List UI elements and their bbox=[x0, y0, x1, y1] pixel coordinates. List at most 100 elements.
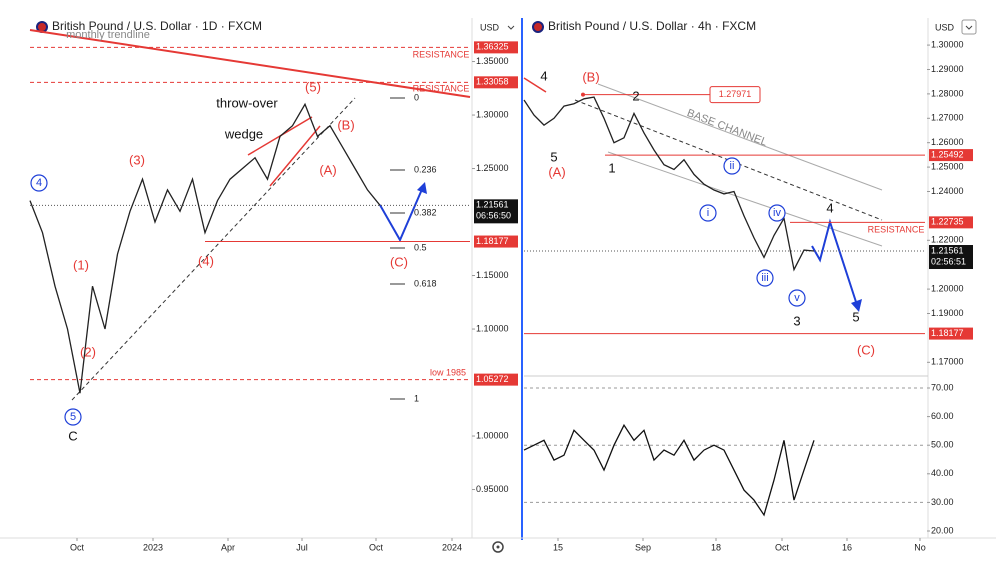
channel-line bbox=[597, 83, 883, 191]
wave-label: RESISTANCE bbox=[868, 224, 925, 234]
x-tick-label: Sep bbox=[635, 542, 651, 552]
x-tick-label: 18 bbox=[711, 542, 721, 552]
arrow-head bbox=[417, 182, 427, 194]
wave-label: (1) bbox=[73, 257, 89, 272]
y-tick-label: 1.25000 bbox=[931, 161, 964, 171]
y-tick-label: 1.30000 bbox=[476, 109, 509, 119]
wave-label: 4 bbox=[36, 177, 42, 189]
y-tick-label: 70.00 bbox=[931, 382, 954, 392]
y-tick-label: 1.00000 bbox=[476, 430, 509, 440]
wave-circle bbox=[64, 408, 82, 426]
arrow-head bbox=[851, 299, 862, 312]
y-tick-label: 1.29000 bbox=[931, 64, 964, 74]
wave-label: 3 bbox=[793, 313, 800, 328]
wave-label: monthly trendline bbox=[66, 29, 150, 41]
wave-circle bbox=[768, 204, 786, 222]
x-tick-label: Jul bbox=[296, 542, 308, 552]
wave-label: 5 bbox=[550, 149, 557, 164]
wave-label: (5) bbox=[305, 79, 321, 94]
wave-label: (B) bbox=[337, 117, 354, 132]
price-line bbox=[523, 423, 815, 517]
wave-label: 4 bbox=[826, 200, 833, 215]
wave-label: iv bbox=[773, 207, 781, 219]
price-label: 1.25492 bbox=[931, 149, 964, 159]
wave-label: RESISTANCE bbox=[413, 83, 470, 93]
fib-label: 0.382 bbox=[414, 207, 437, 217]
wave-label: v bbox=[794, 292, 800, 304]
y-tick-label: 1.30000 bbox=[931, 39, 964, 49]
wave-label: wedge bbox=[224, 126, 263, 141]
y-tick-label: 1.15000 bbox=[476, 270, 509, 280]
price-line bbox=[29, 102, 381, 394]
wave-label: (B) bbox=[582, 69, 599, 84]
y-tick-label: 1.19000 bbox=[931, 308, 964, 318]
countdown-label: 02:56:51 bbox=[931, 256, 966, 266]
y-tick-label: 60.00 bbox=[931, 411, 954, 421]
price-label-box bbox=[929, 149, 973, 162]
fib-label: 0.236 bbox=[414, 164, 437, 174]
wave-label: (A) bbox=[319, 162, 336, 177]
wave-label: (A) bbox=[548, 164, 565, 179]
price-label: 1.05272 bbox=[476, 374, 509, 384]
wave-circle bbox=[723, 157, 741, 175]
price-label: 1.18177 bbox=[931, 328, 964, 338]
wave-circle bbox=[756, 269, 774, 287]
price-label-box bbox=[474, 235, 518, 248]
flag-icon bbox=[532, 21, 544, 33]
y-tick-label: 40.00 bbox=[931, 468, 954, 478]
y-tick-label: 1.35000 bbox=[476, 56, 509, 66]
wave-label: iii bbox=[761, 272, 768, 284]
y-tick-label: 1.28000 bbox=[931, 88, 964, 98]
chevron[interactable] bbox=[507, 25, 973, 30]
level-label-box bbox=[709, 86, 761, 104]
wave-label: 5 bbox=[852, 309, 859, 324]
gear-icon[interactable] bbox=[492, 541, 504, 553]
trendline bbox=[71, 97, 356, 401]
currency-label[interactable]: USD bbox=[935, 22, 955, 32]
x-tick-label: Oct bbox=[775, 542, 790, 552]
y-tick-label: 1.10000 bbox=[476, 323, 509, 333]
y-tick-label: 20.00 bbox=[931, 525, 954, 535]
wave-label: 2 bbox=[632, 88, 639, 103]
wave-label: (C) bbox=[390, 254, 408, 269]
currency-label[interactable]: USD bbox=[480, 22, 500, 32]
projection-arrow bbox=[811, 218, 858, 306]
x-tick-label: 2024 bbox=[442, 542, 462, 552]
wave-label: low 1985 bbox=[430, 367, 466, 377]
chart-layer: 1.35000 1.30000 1.25000 1.15000 1.10000 1.000… bbox=[29, 29, 973, 552]
channel-line bbox=[607, 151, 883, 247]
y-tick-label: 0.95000 bbox=[476, 484, 509, 494]
wave-circle bbox=[30, 174, 48, 192]
price-label-box bbox=[929, 216, 973, 229]
settings-button[interactable] bbox=[961, 19, 977, 35]
x-tick-label: Oct bbox=[70, 542, 85, 552]
fib-label: 0.618 bbox=[414, 278, 437, 288]
last-price-box bbox=[474, 199, 518, 224]
wave-label: ii bbox=[730, 160, 735, 172]
price-label-box bbox=[929, 327, 973, 340]
price-label-box bbox=[474, 373, 518, 386]
y-tick-label: 1.26000 bbox=[931, 137, 964, 147]
x-tick-label: 2023 bbox=[143, 542, 163, 552]
last-price-box bbox=[929, 245, 973, 270]
x-tick-label: Apr bbox=[221, 542, 235, 552]
last-price-label: 1.21561 bbox=[931, 245, 964, 255]
level-anchor bbox=[581, 92, 585, 97]
chart-title: British Pound / U.S. Dollar · 1D · FXCM bbox=[52, 19, 262, 33]
y-tick-label: 1.25000 bbox=[476, 163, 509, 173]
y-tick-label: 30.00 bbox=[931, 497, 954, 507]
wave-label: throw-over bbox=[216, 95, 278, 110]
price-label-box bbox=[474, 41, 518, 54]
wave-label: 5 bbox=[70, 411, 76, 423]
trendline bbox=[523, 77, 547, 93]
wave-label: (C) bbox=[857, 342, 875, 357]
wave-label: RESISTANCE bbox=[413, 49, 470, 59]
wave-label: 1 bbox=[608, 160, 615, 175]
wave-label: (3) bbox=[129, 152, 145, 167]
x-tick-label: Oct bbox=[369, 542, 384, 552]
y-tick-label: 1.22000 bbox=[931, 235, 964, 245]
gear-icon bbox=[496, 545, 500, 549]
fib-label: 1 bbox=[414, 393, 419, 403]
wave-circle bbox=[699, 204, 717, 222]
